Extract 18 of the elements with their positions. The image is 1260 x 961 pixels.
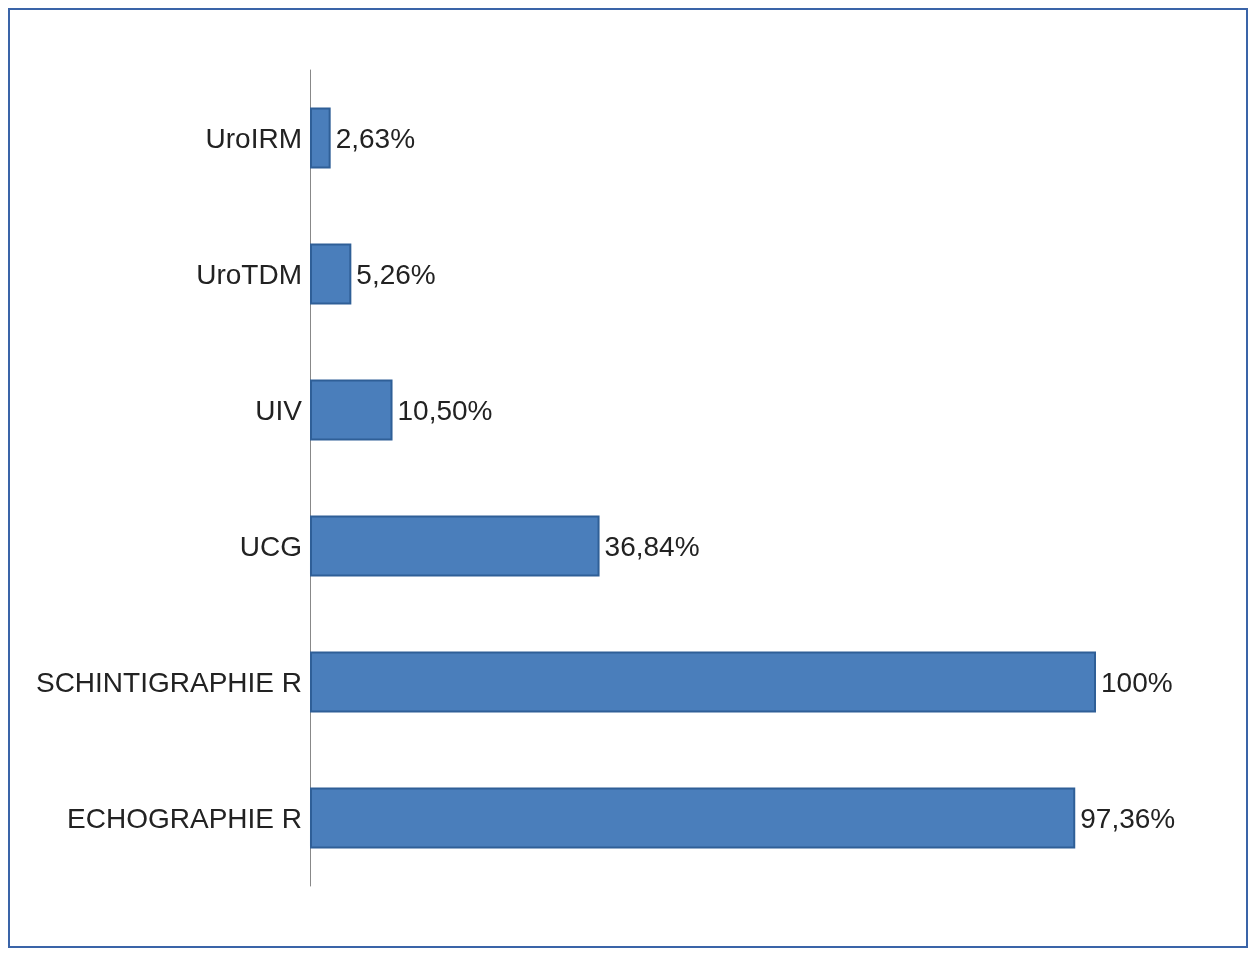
y-tick-label: SCHINTIGRAPHIE R — [35, 666, 302, 698]
y-tick-label: ECHOGRAPHIE R — [67, 802, 302, 834]
bar — [310, 651, 1096, 713]
data-label: 2,63% — [335, 122, 416, 154]
data-label: 100% — [1101, 666, 1173, 698]
y-tick-label: UIV — [255, 394, 303, 426]
bar — [310, 787, 1076, 849]
data-label: 36,84% — [604, 530, 700, 562]
bar — [310, 515, 600, 577]
bar — [310, 243, 352, 305]
bar — [310, 107, 331, 169]
y-tick-label: UCG — [239, 530, 302, 562]
bar — [310, 379, 393, 441]
data-label: 10,50% — [397, 394, 493, 426]
data-label: 97,36% — [1080, 802, 1176, 834]
data-label: 5,26% — [356, 258, 436, 290]
y-tick-label: UroIRM — [205, 122, 302, 154]
y-tick-label: UroTDM — [196, 258, 302, 290]
